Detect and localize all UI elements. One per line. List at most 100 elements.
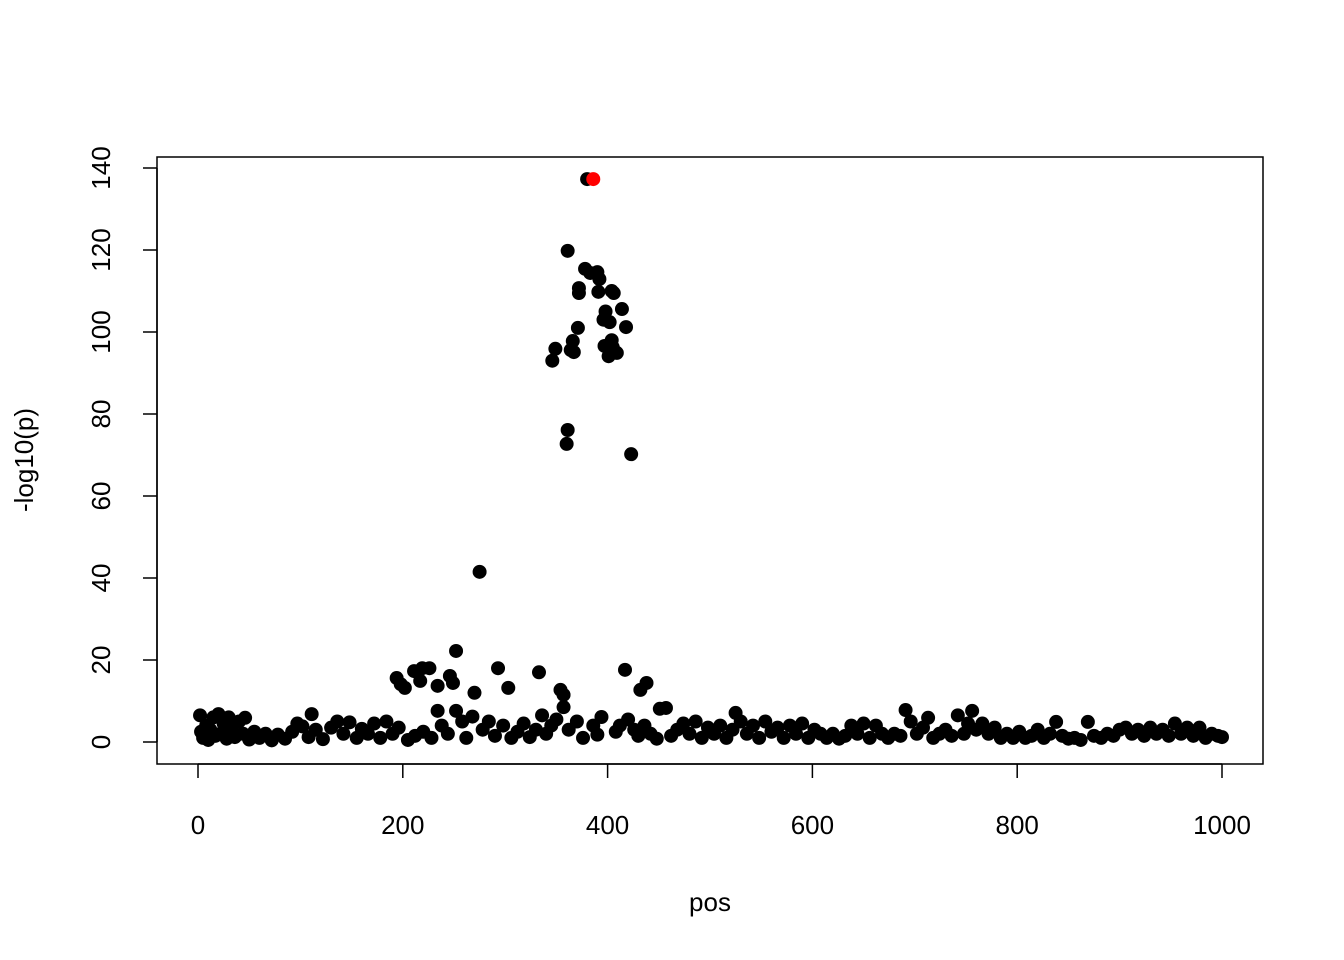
data-point	[758, 714, 773, 729]
data-point	[950, 708, 965, 723]
data-point	[465, 709, 480, 724]
data-point	[592, 272, 607, 287]
data-point	[193, 708, 208, 723]
x-axis-title: pos	[689, 887, 731, 917]
data-point	[893, 728, 908, 743]
y-axis: 0 20 40 60 80 100 120 140	[86, 146, 158, 749]
data-point	[676, 716, 691, 731]
highlighted-point	[586, 172, 601, 187]
data-point	[516, 716, 531, 731]
data-point	[682, 726, 697, 741]
data-point	[467, 685, 482, 700]
data-point	[304, 707, 319, 722]
x-tick-label: 800	[996, 810, 1039, 840]
data-point	[903, 714, 918, 729]
x-tick-label: 1000	[1193, 810, 1251, 840]
data-point	[898, 703, 913, 718]
data-point	[1080, 714, 1095, 729]
data-point	[619, 320, 634, 335]
data-point	[838, 728, 853, 743]
data-point	[1049, 714, 1064, 729]
data-point	[733, 714, 748, 729]
data-point	[556, 700, 571, 715]
data-point	[915, 720, 930, 735]
x-tick-label: 0	[191, 810, 205, 840]
y-tick-label: 80	[86, 400, 116, 429]
data-point	[606, 286, 621, 301]
x-axis: 0 200 400 600 800 1000	[191, 763, 1251, 840]
data-point	[556, 687, 571, 702]
data-point	[548, 341, 563, 356]
data-point	[449, 703, 464, 718]
data-point	[633, 682, 648, 697]
data-point	[569, 714, 584, 729]
data-point	[560, 422, 575, 437]
data-point	[571, 286, 586, 301]
data-point	[440, 726, 455, 741]
points-layer	[193, 172, 1229, 748]
x-tick-label: 600	[791, 810, 834, 840]
data-point	[1042, 726, 1057, 741]
data-point	[975, 716, 990, 731]
data-point	[481, 714, 496, 729]
data-point	[713, 718, 728, 733]
data-point	[295, 719, 310, 734]
data-point	[430, 703, 445, 718]
data-point	[545, 353, 560, 368]
data-point	[1192, 720, 1207, 735]
y-tick-label: 120	[86, 228, 116, 271]
data-point	[360, 726, 375, 741]
data-point	[649, 731, 664, 746]
data-point	[559, 436, 574, 451]
data-point	[330, 714, 345, 729]
y-tick-label: 100	[86, 310, 116, 353]
data-point	[590, 727, 605, 742]
data-point	[379, 714, 394, 729]
data-point	[496, 718, 511, 733]
data-point	[746, 718, 761, 733]
data-point	[965, 703, 980, 718]
data-point	[776, 730, 791, 745]
plot-frame	[156, 156, 1264, 765]
data-point	[393, 677, 408, 692]
data-point	[987, 720, 1002, 735]
data-point	[487, 728, 502, 743]
data-point	[631, 728, 646, 743]
data-point	[373, 730, 388, 745]
data-point	[850, 726, 865, 741]
y-tick-label: 60	[86, 482, 116, 511]
data-point	[422, 661, 437, 676]
data-point	[430, 678, 445, 693]
data-point	[560, 243, 575, 258]
data-point	[391, 720, 406, 735]
data-point	[342, 715, 357, 730]
data-point	[535, 708, 550, 723]
data-point	[770, 720, 785, 735]
data-point	[576, 730, 591, 745]
data-point	[336, 726, 351, 741]
data-point	[501, 680, 516, 695]
data-point	[424, 730, 439, 745]
data-point	[944, 728, 959, 743]
data-point	[604, 333, 619, 348]
data-point	[570, 320, 585, 335]
data-point	[1073, 732, 1088, 747]
data-point	[688, 714, 703, 729]
data-point	[614, 302, 629, 317]
data-point	[1161, 728, 1176, 743]
data-point	[367, 716, 382, 731]
data-point	[621, 712, 636, 727]
data-point	[1167, 716, 1182, 731]
data-point	[624, 447, 639, 462]
y-tick-label: 20	[86, 646, 116, 675]
y-tick-label: 40	[86, 564, 116, 593]
data-point	[752, 730, 767, 745]
data-point	[694, 730, 709, 745]
data-point	[413, 673, 428, 688]
data-point	[445, 675, 460, 690]
data-point	[531, 665, 546, 680]
data-point	[601, 349, 616, 364]
data-point	[459, 730, 474, 745]
data-point	[231, 714, 246, 729]
